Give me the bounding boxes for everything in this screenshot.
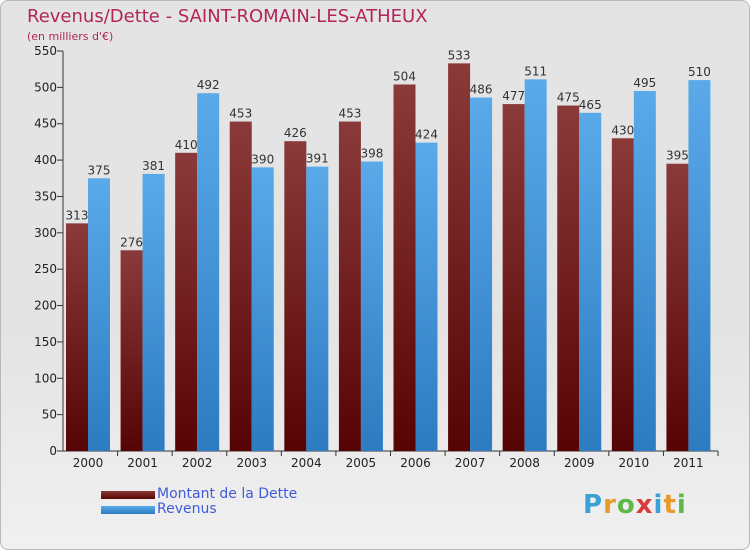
- y-tick-label: 250: [34, 262, 57, 276]
- y-tick-label: 350: [34, 189, 57, 203]
- x-tick-label: 2000: [73, 456, 104, 470]
- x-tick-label: 2005: [346, 456, 377, 470]
- bar-revenus: [415, 142, 438, 452]
- data-label-revenus: 511: [524, 64, 547, 78]
- bar-dette: [393, 84, 416, 452]
- data-label-revenus: 495: [633, 76, 656, 90]
- bar-revenus: [142, 173, 165, 451]
- data-label-dette: 453: [229, 107, 252, 121]
- bar-revenus: [360, 161, 383, 451]
- bar-dette: [66, 223, 88, 451]
- y-tick-label: 200: [34, 299, 57, 313]
- bar-dette: [448, 63, 471, 451]
- data-label-revenus: 424: [415, 128, 438, 142]
- bar-dette: [284, 141, 307, 451]
- x-tick-label: 2011: [673, 456, 704, 470]
- bar-dette: [338, 121, 361, 451]
- bar-revenus: [306, 166, 329, 452]
- x-tick-label: 2010: [619, 456, 650, 470]
- bar-revenus: [251, 167, 274, 451]
- logo-letter: t: [663, 490, 677, 520]
- data-label-revenus: 398: [360, 147, 383, 161]
- logo-letter: r: [603, 490, 617, 520]
- data-label-dette: 475: [557, 91, 580, 105]
- chart-title: Revenus/Dette - SAINT-ROMAIN-LES-ATHEUX: [27, 6, 428, 27]
- data-label-revenus: 391: [306, 152, 329, 166]
- logo-letter: o: [616, 490, 636, 520]
- bar-dette: [666, 163, 689, 451]
- data-label-revenus: 492: [197, 78, 220, 92]
- y-tick-label: 550: [34, 44, 57, 58]
- bar-revenus: [688, 80, 711, 451]
- data-label-dette: 430: [611, 123, 634, 137]
- bar-dette: [229, 121, 252, 451]
- chart-subtitle: (en milliers d'€): [27, 30, 114, 43]
- data-label-revenus: 465: [579, 98, 602, 112]
- legend: Montant de la Dette Revenus: [101, 487, 297, 517]
- legend-swatch-revenus: [101, 505, 155, 514]
- bar-dette: [502, 104, 525, 451]
- data-label-dette: 504: [393, 69, 416, 83]
- bar-revenus: [633, 91, 656, 451]
- data-label-dette: 477: [502, 89, 525, 103]
- data-label-dette: 426: [284, 126, 307, 140]
- y-tick-label: 450: [34, 117, 57, 131]
- bar-dette: [120, 250, 143, 451]
- data-label-revenus: 375: [88, 163, 111, 177]
- x-tick-label: 2002: [182, 456, 213, 470]
- bar-dette: [557, 105, 580, 451]
- legend-label-revenus: Revenus: [157, 501, 217, 517]
- legend-swatch-dette: [101, 490, 155, 499]
- y-tick-label: 50: [42, 408, 57, 422]
- bar-dette: [175, 152, 198, 451]
- data-label-revenus: 381: [142, 159, 165, 173]
- bar-revenus: [470, 97, 493, 451]
- legend-item-dette: Montant de la Dette: [101, 487, 297, 502]
- data-label-dette: 453: [338, 107, 361, 121]
- data-label-revenus: 486: [470, 83, 493, 97]
- x-tick-label: 2001: [127, 456, 158, 470]
- x-tick-label: 2008: [509, 456, 540, 470]
- x-tick-label: 2007: [455, 456, 486, 470]
- bar-revenus: [88, 178, 110, 452]
- bar-dette: [611, 138, 634, 452]
- logo-letter: P: [583, 490, 604, 520]
- data-label-dette: 276: [120, 235, 143, 249]
- y-tick-label: 150: [34, 335, 57, 349]
- bar-revenus: [579, 112, 602, 452]
- proxiti-logo: Proxiti: [583, 490, 687, 520]
- logo-letter: x: [635, 490, 654, 520]
- y-tick-label: 500: [34, 80, 57, 94]
- bar-revenus: [197, 93, 220, 451]
- x-tick-label: 2004: [291, 456, 322, 470]
- y-tick-label: 400: [34, 153, 57, 167]
- y-tick-label: 100: [34, 371, 57, 385]
- x-tick-label: 2009: [564, 456, 595, 470]
- legend-item-revenus: Revenus: [101, 502, 297, 517]
- legend-label-dette: Montant de la Dette: [157, 486, 298, 502]
- x-tick-label: 2003: [236, 456, 267, 470]
- data-label-dette: 313: [66, 208, 89, 222]
- y-tick-label: 0: [49, 444, 57, 458]
- data-label-revenus: 510: [688, 65, 711, 79]
- y-tick-label: 300: [34, 226, 57, 240]
- data-label-dette: 410: [175, 138, 198, 152]
- logo-letter: i: [653, 490, 664, 520]
- data-label-revenus: 390: [251, 152, 274, 166]
- bar-revenus: [524, 79, 547, 451]
- data-label-dette: 533: [448, 48, 471, 62]
- data-label-dette: 395: [666, 149, 689, 163]
- x-tick-label: 2006: [400, 456, 431, 470]
- logo-letter: i: [676, 490, 687, 520]
